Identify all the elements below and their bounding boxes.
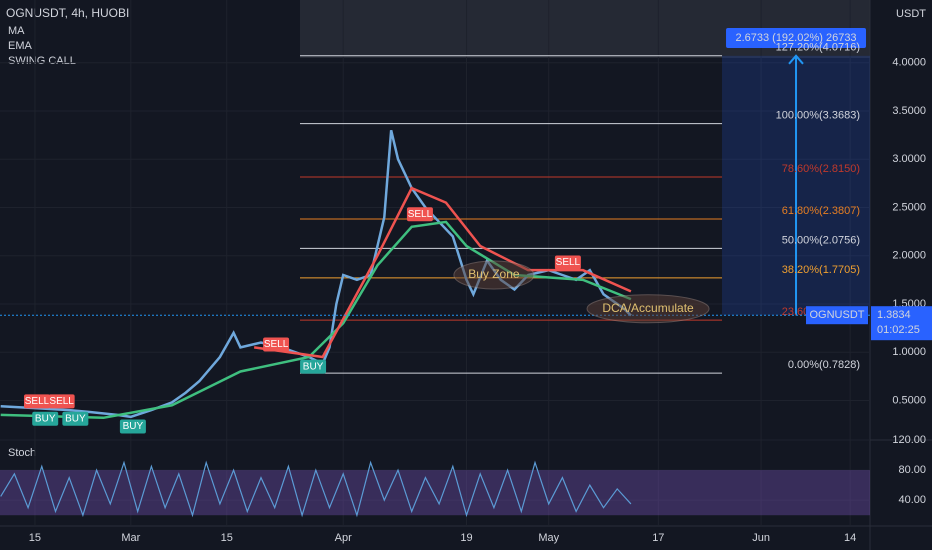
signal-label: BUY bbox=[303, 361, 324, 372]
signal-box bbox=[48, 394, 75, 409]
annotation-text: DCA/Accumulate bbox=[602, 301, 694, 315]
fib-label: 100.00%(3.3683) bbox=[776, 110, 860, 122]
fib-label: 78.60%(2.8150) bbox=[782, 163, 860, 175]
signal-label: SELL bbox=[264, 339, 289, 350]
x-tick-label: May bbox=[538, 532, 559, 544]
y-tick-label: 3.0000 bbox=[892, 153, 926, 165]
y-tick-label: 120.00 bbox=[892, 434, 926, 446]
last-price-box bbox=[806, 306, 868, 325]
y-tick-label: 4.0000 bbox=[892, 57, 926, 69]
last-price-tag bbox=[871, 306, 932, 341]
y-tick-label: 3.5000 bbox=[892, 105, 926, 117]
series-line bbox=[0, 129, 632, 419]
y-tick-label: 2.5000 bbox=[892, 201, 926, 213]
x-tick-label: Apr bbox=[335, 532, 352, 544]
y-tick-label: 40.00 bbox=[898, 494, 926, 506]
y-tick-label: 0.5000 bbox=[892, 394, 926, 406]
chart-title: OGNUSDT, 4h, HUOBI bbox=[6, 6, 129, 20]
x-tick-label: 14 bbox=[844, 532, 856, 544]
fib-label: 0.00%(0.7828) bbox=[788, 359, 860, 371]
last-price-symbol: OGNUSDT bbox=[810, 309, 865, 321]
indicator: EMA bbox=[8, 40, 33, 52]
x-tick-label: 19 bbox=[460, 532, 472, 544]
signal-label: SELL bbox=[49, 396, 74, 407]
countdown: 01:02:25 bbox=[877, 324, 920, 336]
signal-box bbox=[23, 394, 50, 409]
fib-label: 61.80%(2.3807) bbox=[782, 205, 860, 217]
unit: USDT bbox=[896, 8, 926, 20]
fib-label: 50.00%(2.0756) bbox=[782, 234, 860, 246]
series-line bbox=[253, 186, 632, 359]
fib-label: 38.20%(1.7705) bbox=[782, 264, 860, 276]
signal-box bbox=[300, 359, 327, 374]
series-line bbox=[0, 460, 632, 518]
y-tick-label: 2.0000 bbox=[892, 250, 926, 262]
signal-label: BUY bbox=[65, 413, 86, 424]
signal-box bbox=[554, 255, 581, 270]
pane-title: Stoch bbox=[8, 447, 36, 459]
y-tick-label: 80.00 bbox=[898, 464, 926, 476]
signal-box bbox=[406, 207, 433, 222]
signal-box bbox=[263, 337, 290, 352]
signal-label: BUY bbox=[35, 413, 56, 424]
signal-label: SELL bbox=[556, 257, 581, 268]
signal-label: BUY bbox=[123, 421, 144, 432]
annotation-text: Buy Zone bbox=[468, 267, 520, 281]
measure-label: 2.6733 (192.02%) 26733 bbox=[735, 32, 856, 44]
signal-label: SELL bbox=[25, 396, 50, 407]
signal-label: SELL bbox=[408, 209, 433, 220]
measure-arrowhead bbox=[788, 54, 804, 65]
annotation-ellipse bbox=[453, 260, 535, 290]
x-tick-label: 17 bbox=[652, 532, 664, 544]
stoch-band bbox=[0, 470, 870, 516]
x-tick-label: 15 bbox=[29, 532, 41, 544]
y-tick-label: 1.0000 bbox=[892, 346, 926, 358]
fib-label: 127.20%(4.0716) bbox=[776, 42, 860, 54]
x-tick-label: 15 bbox=[221, 532, 233, 544]
last-price-value: 1.3834 bbox=[877, 309, 911, 321]
signal-box bbox=[62, 411, 89, 426]
signal-box bbox=[32, 411, 59, 426]
signal-box bbox=[119, 419, 146, 434]
indicator: SWING CALL bbox=[8, 55, 76, 67]
x-tick-label: Jun bbox=[752, 532, 770, 544]
measure-label-box bbox=[726, 28, 867, 48]
indicator: MA bbox=[8, 25, 25, 37]
x-tick-label: Mar bbox=[121, 532, 140, 544]
annotation-ellipse bbox=[586, 294, 710, 324]
